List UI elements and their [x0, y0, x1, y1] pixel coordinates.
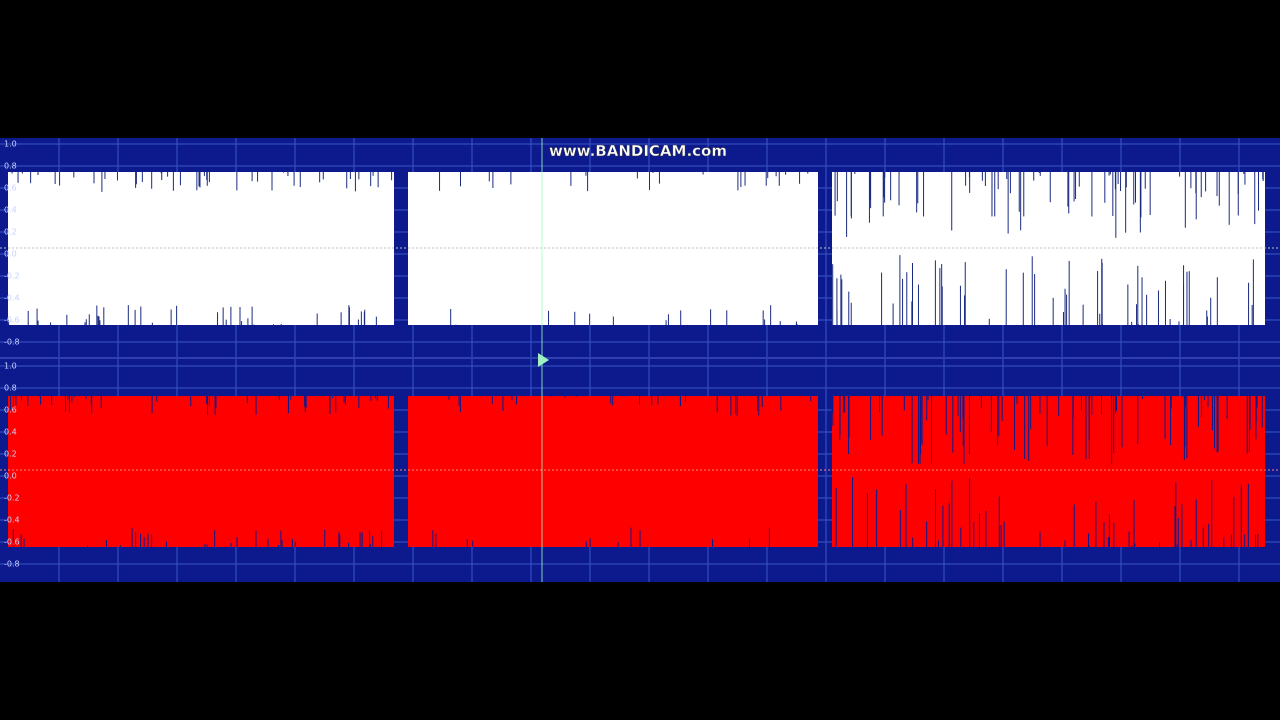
amplitude-label: 1.0 [4, 140, 17, 149]
amplitude-label: -0.6 [4, 538, 20, 547]
amplitude-label: 0.6 [4, 184, 17, 193]
watermark: www.BANDICAM.com [549, 142, 727, 160]
waveform-block [408, 396, 818, 547]
amplitude-label: 0.4 [4, 206, 17, 215]
amplitude-label: -0.2 [4, 272, 20, 281]
amplitude-label: -0.6 [4, 316, 20, 325]
amplitude-label: 0.4 [4, 428, 17, 437]
amplitude-label: 0.8 [4, 384, 17, 393]
amplitude-label: -0.4 [4, 294, 20, 303]
waveform-block [832, 396, 1265, 547]
amplitude-label: -0.8 [4, 338, 20, 347]
amplitude-label: 0.0 [4, 250, 17, 259]
amplitude-label: 1.0 [4, 362, 17, 371]
amplitude-label: -0.4 [4, 516, 20, 525]
amplitude-label: 0.2 [4, 450, 17, 459]
amplitude-label: 0.6 [4, 406, 17, 415]
amplitude-label: -0.8 [4, 560, 20, 569]
amplitude-label: 0.8 [4, 162, 17, 171]
playhead-marker[interactable] [538, 353, 549, 367]
amplitude-labels: 1.0 0.8 0.6 0.4 0.2 0.0 -0.2 -0.4 -0.6 -0.8 1.0 0.8… [4, 140, 20, 569]
amplitude-label: -0.2 [4, 494, 20, 503]
amplitude-label: 0.0 [4, 472, 17, 481]
amplitude-label: 0.2 [4, 228, 17, 237]
waveform-block [8, 396, 394, 547]
